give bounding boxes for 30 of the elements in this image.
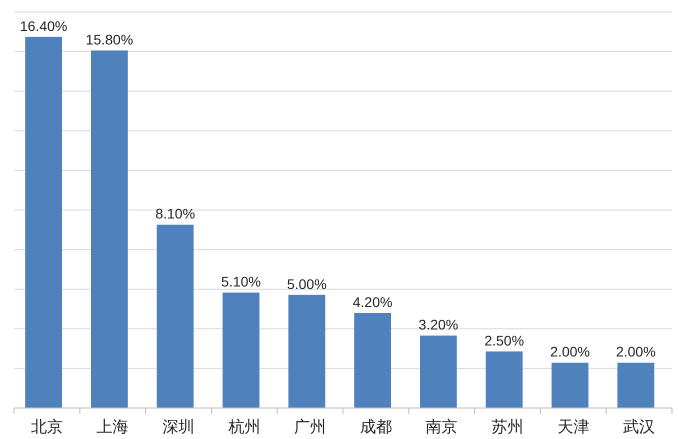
bar <box>25 36 62 408</box>
bar <box>156 224 194 408</box>
x-tick-label: 上海 <box>96 417 129 436</box>
data-label: 4.20% <box>352 294 392 310</box>
data-label: 5.00% <box>286 276 327 292</box>
bar <box>486 351 523 408</box>
bar <box>222 292 260 408</box>
data-label: 3.20% <box>418 316 458 333</box>
x-tick-label: 广州 <box>294 417 326 436</box>
x-tick-label: 武汉 <box>623 417 656 436</box>
data-label: 8.10% <box>155 206 196 222</box>
bar <box>420 336 457 408</box>
data-label: 2.50% <box>484 332 524 348</box>
x-tick-label: 杭州 <box>227 417 260 436</box>
bar <box>552 362 588 408</box>
x-tick-label: 天津 <box>557 417 590 436</box>
x-tick-label: 苏州 <box>492 417 524 436</box>
data-label: 16.40% <box>20 18 68 34</box>
bar <box>90 50 128 408</box>
x-tick-label: 成都 <box>360 417 392 436</box>
data-label: 5.10% <box>221 274 261 290</box>
data-label: 2.00% <box>616 344 656 360</box>
data-label: 2.00% <box>550 344 590 360</box>
bar <box>617 362 654 408</box>
data-label: 15.80% <box>86 31 134 48</box>
bar <box>354 312 392 408</box>
x-tick-label: 深圳 <box>162 417 194 436</box>
x-tick-label: 南京 <box>426 417 458 436</box>
bar <box>288 294 326 408</box>
x-tick-label: 北京 <box>30 417 63 436</box>
